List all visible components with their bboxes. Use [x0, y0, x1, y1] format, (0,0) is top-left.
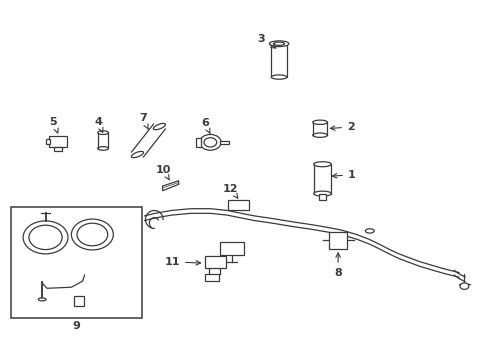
Ellipse shape: [77, 223, 107, 246]
Circle shape: [203, 138, 216, 147]
Text: 10: 10: [155, 165, 170, 180]
Polygon shape: [162, 181, 178, 191]
Text: 4: 4: [94, 117, 103, 132]
Bar: [227, 200, 249, 210]
Ellipse shape: [153, 123, 165, 130]
Bar: [220, 242, 243, 255]
Ellipse shape: [313, 162, 330, 167]
Text: 2: 2: [330, 122, 354, 132]
Ellipse shape: [312, 133, 327, 137]
Text: 11: 11: [164, 257, 200, 267]
Ellipse shape: [38, 298, 46, 301]
Bar: [220, 140, 228, 144]
Bar: [204, 274, 219, 281]
Text: 6: 6: [201, 118, 210, 134]
Text: 5: 5: [49, 117, 58, 133]
Text: 9: 9: [73, 321, 81, 331]
Bar: [49, 136, 67, 147]
Ellipse shape: [312, 120, 327, 125]
Ellipse shape: [71, 219, 113, 250]
Bar: [74, 296, 83, 306]
Bar: [204, 256, 226, 268]
Bar: [45, 139, 50, 144]
Ellipse shape: [313, 191, 330, 196]
Circle shape: [199, 134, 221, 150]
Bar: [11, 207, 142, 318]
Ellipse shape: [98, 131, 108, 134]
Bar: [328, 231, 346, 249]
Ellipse shape: [365, 229, 373, 233]
Ellipse shape: [271, 75, 286, 79]
Text: 3: 3: [257, 34, 275, 48]
Text: 1: 1: [332, 170, 355, 180]
Bar: [313, 164, 330, 194]
Text: 7: 7: [139, 113, 148, 129]
Ellipse shape: [98, 147, 108, 150]
Ellipse shape: [131, 152, 143, 158]
Circle shape: [459, 283, 468, 289]
Text: 12: 12: [223, 184, 238, 198]
Bar: [54, 147, 62, 150]
Text: 8: 8: [334, 253, 341, 278]
Bar: [195, 138, 200, 147]
Ellipse shape: [273, 42, 284, 45]
Bar: [271, 44, 286, 77]
Ellipse shape: [23, 221, 68, 254]
Ellipse shape: [269, 41, 288, 46]
Bar: [318, 194, 326, 200]
Ellipse shape: [29, 225, 62, 249]
